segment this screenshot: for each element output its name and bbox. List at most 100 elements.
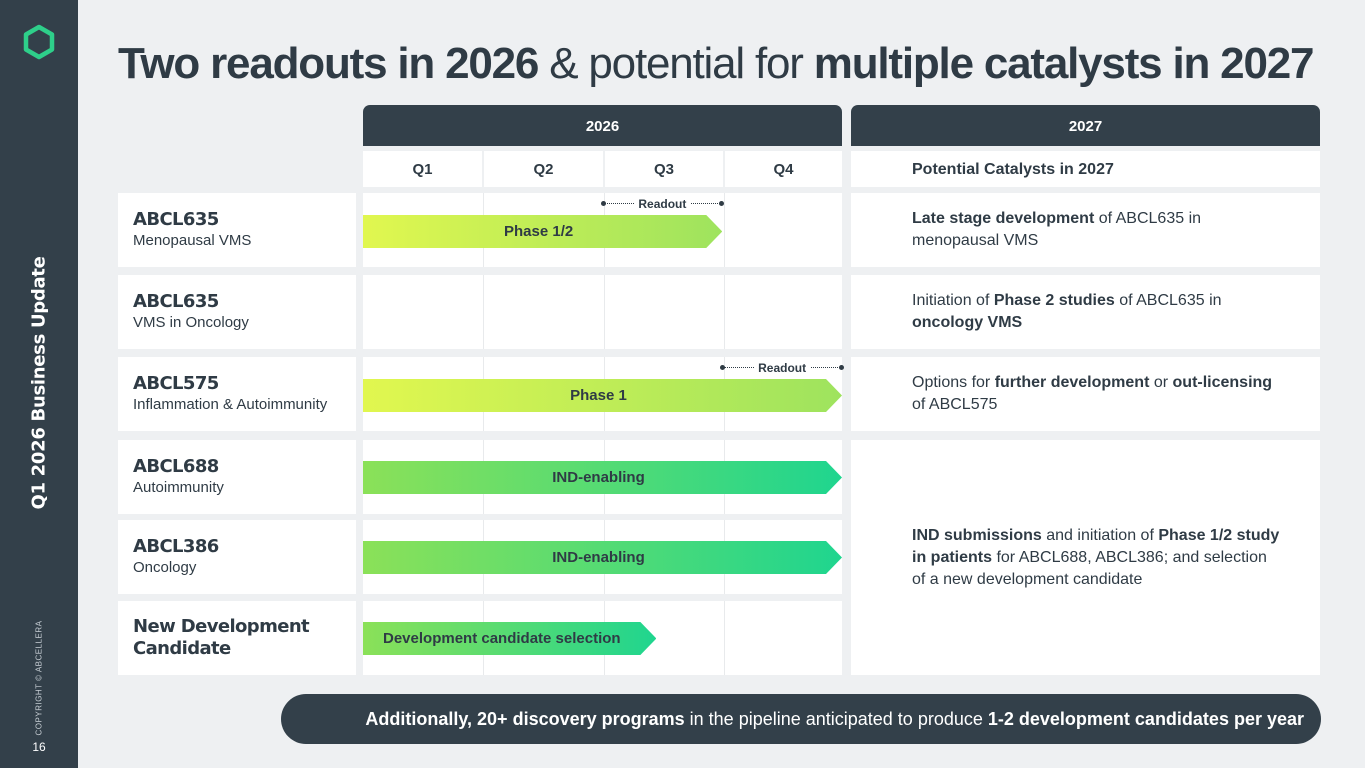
catalyst-text-part: for ABCL688, ABCL386; and selection of a… (912, 548, 1267, 588)
catalyst-abcl635-oncology: Initiation of Phase 2 studies of ABCL635… (851, 275, 1320, 349)
row-label-abcl575: ABCL575 Inflammation & Autoimmunity (118, 357, 356, 431)
catalyst-text-part: of ABCL575 (912, 396, 998, 413)
catalyst-text-part: Phase 2 studies (993, 292, 1115, 309)
phase-bar-arrow (363, 541, 842, 574)
timeline-row-0: Phase 1/2 Readout (363, 193, 842, 267)
catalyst-text-part: Initiation of (912, 292, 994, 309)
program-indication: Inflammation & Autoimmunity (133, 396, 328, 413)
hexagon-logo-icon (23, 24, 55, 60)
catalyst-text-part: Phase 1/2 study in patients (912, 526, 1280, 566)
catalyst-text: Late stage development of ABCL635 in men… (912, 208, 1280, 252)
program-name: ABCL386 (133, 536, 219, 557)
catalyst-text-part: out-licensing (1172, 374, 1273, 391)
timeline-row-1 (363, 275, 842, 349)
phase-bar-arrow (363, 461, 842, 494)
phase-bar-label: Development candidate selection (383, 630, 621, 647)
readout-marker: Readout (720, 361, 844, 375)
quarter-gridline (724, 601, 725, 675)
phase-bar: IND-enabling (363, 541, 842, 574)
program-indication: Menopausal VMS (133, 232, 252, 249)
catalyst-text-part: further development (994, 374, 1150, 391)
banner-part-1: Additionally, 20+ discovery programs (365, 709, 685, 729)
timeline-row-4: IND-enabling (363, 520, 842, 594)
title-part-3: multiple catalysts in 2027 (813, 39, 1315, 88)
row-label-abcl688: ABCL688 Autoimmunity (118, 440, 356, 514)
readout-dot-end (719, 201, 725, 206)
title-part-1: Two readouts in 2026 (118, 39, 539, 88)
phase-bar-label: IND-enabling (552, 549, 645, 566)
phase-bar-shape (363, 541, 842, 574)
program-indication: Autoimmunity (133, 479, 224, 496)
page-title: Two readouts in 2026 & potential for mul… (118, 38, 1315, 90)
catalyst-text: Initiation of Phase 2 studies of ABCL635… (912, 290, 1280, 334)
phase-bar-shape (363, 215, 723, 248)
quarter-gridline (724, 193, 725, 267)
catalyst-text-part: Late stage development (912, 210, 1095, 227)
copyright-text: COPYRIGHT © ABCELLERA (34, 620, 44, 736)
readout-label: Readout (634, 197, 691, 211)
quarter-header-q2: Q2 (484, 151, 603, 187)
phase-bar-shape (363, 622, 657, 655)
sidebar: Q1 2026 Business Update COPYRIGHT © ABCE… (0, 0, 78, 768)
program-name: ABCL635 (133, 291, 219, 312)
row-label-abcl635-oncology: ABCL635 VMS in Oncology (118, 275, 356, 349)
readout-marker: Readout (600, 197, 725, 211)
phase-bar-label: IND-enabling (552, 469, 645, 486)
program-name-line-2: Candidate (133, 638, 231, 659)
row-label-new-candidate: New Development Candidate (118, 601, 356, 675)
readout-label: Readout (754, 361, 811, 375)
timeline-row-3: IND-enabling (363, 440, 842, 514)
phase-bar-label: Phase 1 (570, 387, 627, 404)
catalyst-text: IND submissions and initiation of Phase … (912, 525, 1280, 591)
catalyst-text-part: IND submissions (912, 526, 1042, 544)
phase-bar: Phase 1/2 (363, 215, 723, 248)
quarter-gridline (483, 275, 484, 349)
catalyst-ind-submissions: IND submissions and initiation of Phase … (851, 440, 1320, 675)
timeline-row-5: Development candidate selection (363, 601, 842, 675)
banner-part-3: 1-2 development candidates per year (987, 709, 1304, 729)
program-name: ABCL635 (133, 209, 219, 230)
phase-bar-arrow (363, 379, 842, 412)
phase-bar-arrow (363, 622, 657, 655)
quarter-gridline (724, 275, 725, 349)
discovery-banner: Additionally, 20+ discovery programs in … (281, 694, 1321, 744)
catalyst-text-part: or (1149, 374, 1173, 391)
catalyst-abcl635-vms: Late stage development of ABCL635 in men… (851, 193, 1320, 267)
readout-dot-start (720, 365, 726, 370)
catalyst-abcl575: Options for further development or out-l… (851, 357, 1320, 431)
quarter-header-q1: Q1 (363, 151, 482, 187)
catalyst-text-part: and initiation of (1041, 526, 1159, 544)
catalyst-text-part: of ABCL635 in (1114, 292, 1222, 309)
program-name: New Development (133, 616, 310, 637)
phase-bar: IND-enabling (363, 461, 842, 494)
title-part-2: & potential for (538, 39, 814, 88)
phase-bar: Phase 1 (363, 379, 842, 412)
program-indication: Oncology (133, 559, 197, 576)
phase-bar-arrow (363, 215, 723, 248)
catalyst-text-part: Options for (912, 374, 995, 391)
row-label-abcl386: ABCL386 Oncology (118, 520, 356, 594)
banner-part-2: in the pipeline anticipated to produce (684, 709, 988, 729)
quarter-gridline (604, 275, 605, 349)
catalyst-text-part: of ABCL635 in menopausal VMS (912, 210, 1202, 249)
year-header-2027: 2027 (851, 105, 1320, 146)
catalyst-text-part: oncology VMS (912, 314, 1023, 331)
quarter-header-q3: Q3 (605, 151, 723, 187)
phase-bar-shape (363, 379, 842, 412)
page-number: 16 (32, 740, 46, 754)
program-indication: VMS in Oncology (133, 314, 249, 331)
deck-title: Q1 2026 Business Update (28, 256, 50, 510)
catalyst-header: Potential Catalysts in 2027 (851, 151, 1320, 187)
catalyst-text: Options for further development or out-l… (912, 372, 1280, 416)
program-name: ABCL575 (133, 373, 219, 394)
year-header-2026: 2026 (363, 105, 842, 146)
phase-bar-label: Phase 1/2 (504, 223, 574, 240)
row-label-abcl635-vms: ABCL635 Menopausal VMS (118, 193, 356, 267)
readout-dot-end (839, 365, 844, 370)
timeline-row-2: Phase 1 Readout (363, 357, 844, 431)
readout-dot-start (600, 201, 606, 206)
phase-bar: Development candidate selection (363, 622, 657, 655)
phase-bar-shape (363, 461, 842, 494)
program-name: ABCL688 (133, 456, 219, 477)
quarter-header-q4: Q4 (725, 151, 842, 187)
